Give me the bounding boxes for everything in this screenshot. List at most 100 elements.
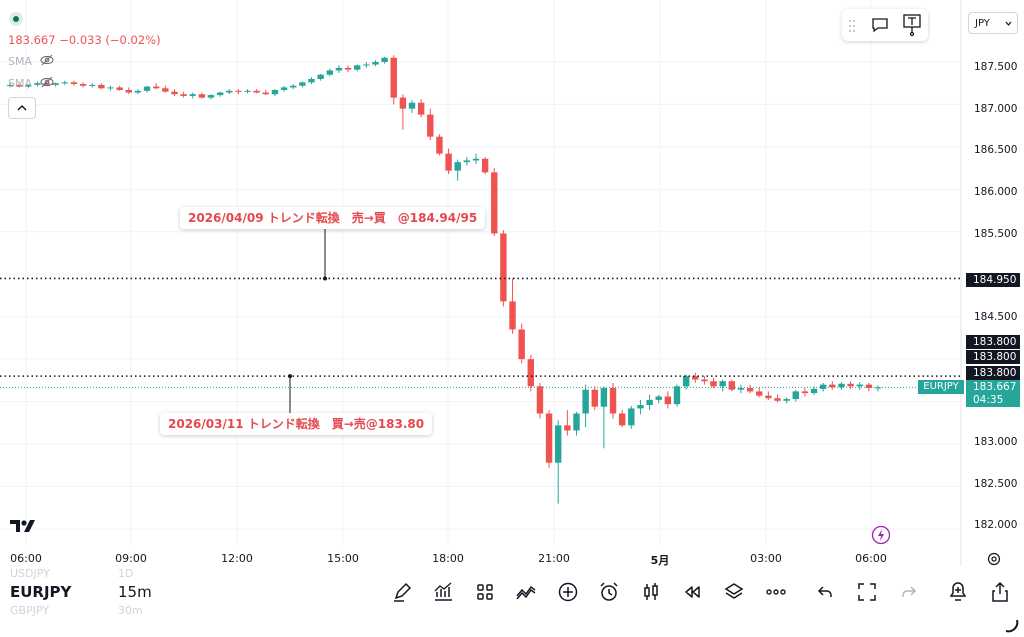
time-tick: 15:00 [327, 552, 359, 565]
lightning-icon[interactable] [871, 525, 891, 549]
eye-hidden-icon[interactable] [40, 53, 54, 70]
candle-body [162, 88, 169, 92]
candles-icon[interactable] [639, 580, 663, 604]
candle-body [600, 388, 608, 407]
alarm-clock-icon[interactable] [597, 580, 621, 604]
candle-body [518, 329, 525, 360]
candle-body [134, 90, 142, 93]
candle-body [746, 388, 754, 392]
candle-body [308, 78, 315, 83]
share-icon[interactable] [988, 580, 1012, 604]
candle-body [792, 391, 799, 400]
candle-body [61, 82, 69, 84]
horizontal-line-price-tag: 183.800 [966, 350, 1020, 364]
candle-body [472, 158, 480, 161]
horizontal-line-price-tag: 183.800 [966, 335, 1020, 349]
more-options-icon[interactable] [764, 580, 788, 604]
candle-body [692, 376, 699, 380]
time-tick: 21:00 [538, 552, 570, 565]
candle-body [701, 379, 708, 382]
candle-body [143, 86, 151, 91]
candle-body [500, 233, 507, 302]
candle-body [98, 84, 105, 89]
trend-reversal-label-lower[interactable]: 2026/03/11 トレンド転換 買→売@183.80 [160, 413, 433, 435]
symbol-picker[interactable]: EURJPY [10, 583, 72, 601]
candle-body [481, 158, 489, 173]
last-price: 183.667 [973, 381, 1017, 393]
candle-body [317, 74, 324, 79]
candle-body [125, 89, 132, 93]
candle-body [427, 114, 434, 137]
candle-body [207, 95, 215, 98]
time-tick: 03:00 [750, 552, 782, 565]
indicator-row-1[interactable]: SMA [8, 53, 54, 70]
symbol-picker-next[interactable]: GBPJPY [10, 604, 50, 617]
tradingview-logo[interactable] [10, 518, 38, 537]
drag-handle-icon[interactable] [849, 18, 855, 37]
market-status-icon[interactable] [9, 12, 23, 26]
candle-body [509, 301, 516, 330]
candle-body [216, 92, 224, 96]
add-plus-icon[interactable] [556, 580, 580, 604]
undo-icon[interactable] [813, 580, 837, 604]
replay-rewind-icon[interactable] [680, 580, 704, 604]
candle-body [536, 386, 544, 414]
indicator-label: SMA [8, 55, 32, 68]
candle-body [856, 384, 863, 387]
time-tick: 18:00 [432, 552, 464, 565]
candle-body [682, 376, 690, 387]
eye-hidden-icon[interactable] [40, 75, 54, 92]
candle-body [618, 413, 626, 426]
candle-body [491, 172, 498, 234]
indicator-row-2[interactable]: SMA [8, 75, 54, 92]
layout-grid-icon[interactable] [473, 580, 497, 604]
add-alert-list-icon[interactable] [946, 580, 970, 604]
candle-body [299, 82, 306, 86]
chart-area[interactable] [0, 0, 1024, 566]
candle-body [838, 383, 845, 388]
trend-reversal-label-upper[interactable]: 2026/04/09 トレンド転換 売→買 @184.94/95 [180, 207, 486, 229]
settings-gear-icon[interactable] [987, 551, 1001, 570]
candle-body [664, 396, 672, 405]
interval-picker[interactable]: 15m [118, 583, 152, 601]
last-price-tag: 183.667 04:35 [966, 380, 1020, 407]
candle-body [70, 82, 78, 85]
currency-select[interactable]: JPY [968, 12, 1018, 34]
candle-body [829, 384, 836, 388]
comment-icon[interactable] [870, 15, 890, 39]
candle-body [390, 57, 397, 98]
candle-body [79, 84, 87, 86]
compare-icon[interactable] [514, 580, 538, 604]
layers-icon[interactable] [722, 580, 746, 604]
redo-icon[interactable] [897, 580, 921, 604]
fullscreen-icon[interactable] [855, 580, 879, 604]
price-tick: 182.000 [974, 519, 1018, 531]
candle-body [25, 84, 32, 87]
candle-body [637, 404, 644, 409]
candle-body [710, 381, 717, 387]
price-tick: 185.500 [974, 228, 1018, 240]
candle-body [180, 94, 187, 96]
collapse-legend-button[interactable] [8, 97, 36, 119]
callout-anchor-dot [288, 374, 292, 379]
loading-spinner-icon [1003, 617, 1019, 637]
draw-pen-icon[interactable] [390, 580, 414, 604]
candle-body [326, 70, 333, 75]
candle-body [271, 89, 279, 95]
symbol-picker-prev[interactable]: USDJPY [10, 567, 50, 580]
indicators-icon[interactable] [431, 580, 455, 604]
candle-body [819, 384, 827, 389]
interval-picker-prev[interactable]: 1D [118, 567, 134, 580]
candle-body [417, 102, 425, 115]
interval-picker-next[interactable]: 30m [118, 604, 143, 617]
candle-body [354, 65, 361, 70]
candle-body [865, 384, 873, 389]
price-tick: 186.500 [974, 144, 1018, 156]
candle-body [719, 381, 726, 387]
chevron-down-icon [1005, 21, 1012, 26]
candle-body [34, 83, 41, 85]
candle-body [344, 67, 352, 70]
price-tick: 184.500 [974, 311, 1018, 323]
floating-toolbar [842, 9, 928, 41]
text-tool-icon[interactable] [902, 13, 922, 41]
